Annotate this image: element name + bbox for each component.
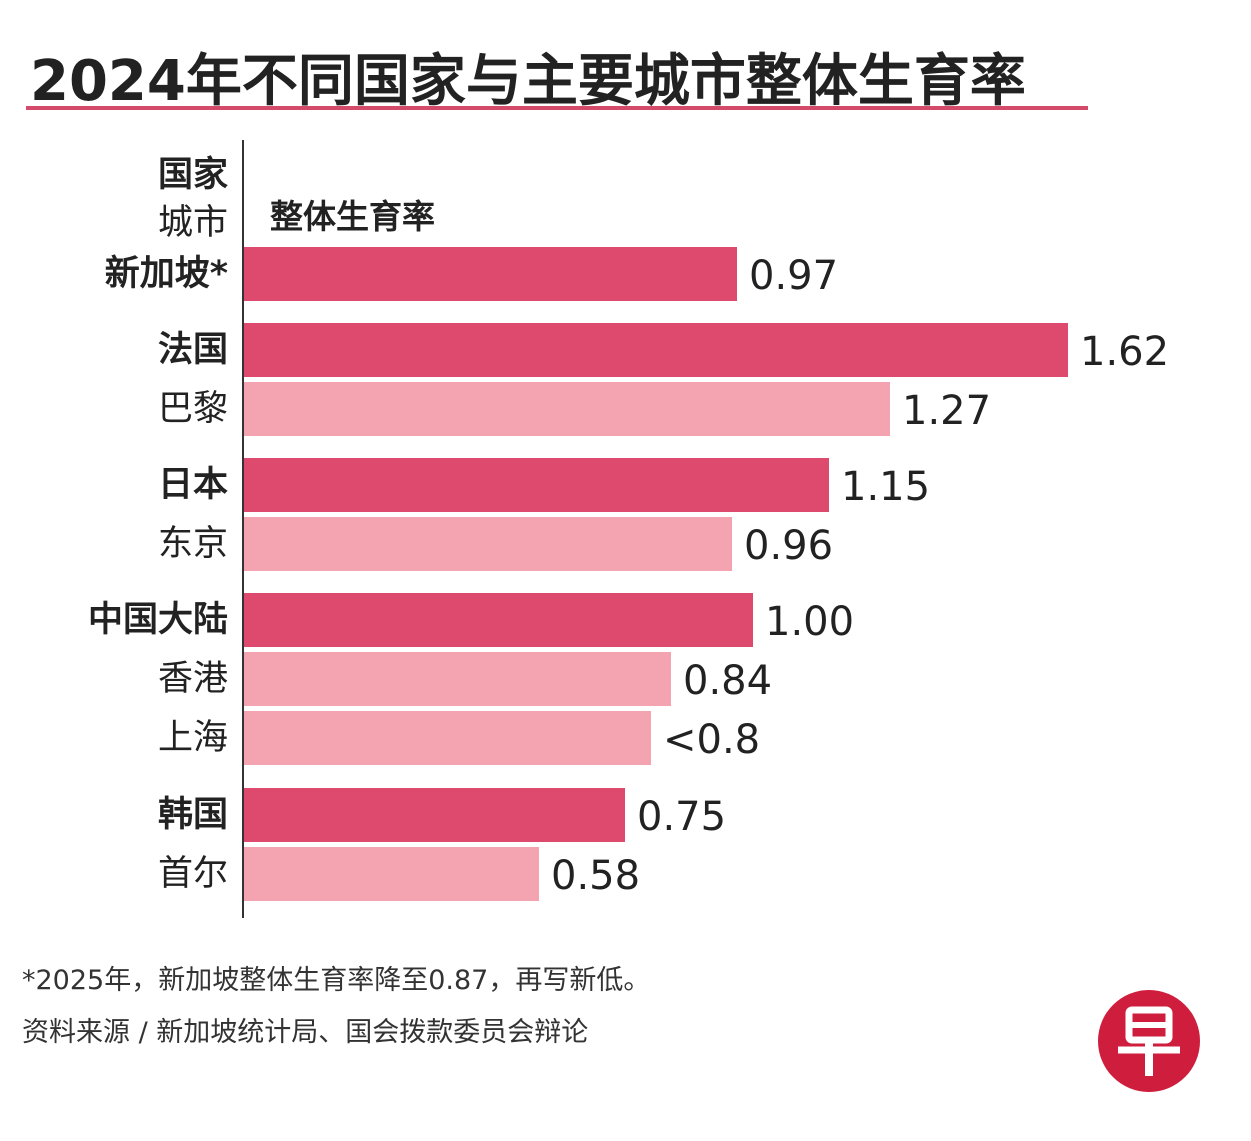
value-label-3: 1.15 xyxy=(841,464,931,510)
bar-3 xyxy=(244,458,829,512)
row-label-1: 法国 xyxy=(157,330,228,370)
row-label-5: 中国大陆 xyxy=(87,600,228,640)
value-label-8: 0.75 xyxy=(637,794,727,840)
value-label-6: 0.84 xyxy=(683,658,773,704)
row-label-2: 巴黎 xyxy=(157,389,228,429)
bar-9 xyxy=(244,847,539,901)
value-label-0: 0.97 xyxy=(749,253,839,299)
row-label-0: 新加坡* xyxy=(104,254,228,294)
value-label-5: 1.00 xyxy=(765,599,855,645)
zao-logo-icon xyxy=(1118,1006,1180,1076)
bar-1 xyxy=(244,323,1068,377)
title-underline xyxy=(26,106,1088,110)
header-city-label: 城市 xyxy=(157,203,228,243)
value-label-7: <0.8 xyxy=(663,717,761,763)
value-label-1: 1.62 xyxy=(1080,329,1170,375)
row-label-7: 上海 xyxy=(157,718,228,758)
source-note: 资料来源 / 新加坡统计局、国会拨款委员会辩论 xyxy=(22,1017,589,1048)
bar-4 xyxy=(244,517,732,571)
y-axis-line xyxy=(242,140,244,918)
value-label-9: 0.58 xyxy=(551,853,641,899)
header-country-label: 国家 xyxy=(157,155,228,195)
bar-6 xyxy=(244,652,671,706)
header-metric-label: 整体生育率 xyxy=(270,197,435,236)
row-label-6: 香港 xyxy=(157,659,228,699)
bar-7 xyxy=(244,711,651,765)
row-label-8: 韩国 xyxy=(157,795,228,835)
row-label-9: 首尔 xyxy=(157,854,228,894)
value-label-2: 1.27 xyxy=(902,388,992,434)
bar-2 xyxy=(244,382,890,436)
row-label-3: 日本 xyxy=(157,465,228,505)
footnote: *2025年，新加坡整体生育率降至0.87，再写新低。 xyxy=(22,965,651,996)
bar-0 xyxy=(244,247,737,301)
bar-5 xyxy=(244,593,753,647)
zaobao-logo xyxy=(1098,990,1200,1092)
value-label-4: 0.96 xyxy=(744,523,834,569)
bar-8 xyxy=(244,788,625,842)
row-label-4: 东京 xyxy=(157,524,228,564)
chart-title: 2024年不同国家与主要城市整体生育率 xyxy=(30,49,1026,114)
